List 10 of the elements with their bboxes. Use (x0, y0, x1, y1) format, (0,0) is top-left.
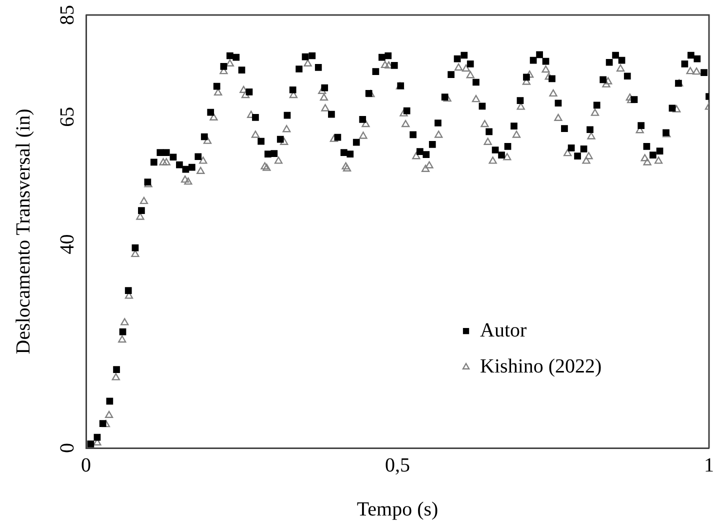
y-axis-title: Deslocamento Transversal (in) (12, 108, 34, 354)
x-tick-label: 1 (704, 454, 714, 476)
x-axis-title: Tempo (s) (356, 498, 438, 520)
legend-label: Kishino (2022) (480, 355, 602, 378)
x-tick-label: 0,5 (385, 454, 410, 476)
y-tick-label: 0 (56, 443, 78, 453)
legend-label: Autor (480, 319, 528, 342)
y-tick-label: 65 (56, 106, 78, 127)
y-tick-label: 40 (56, 234, 78, 254)
y-tick-label: 85 (56, 5, 78, 25)
